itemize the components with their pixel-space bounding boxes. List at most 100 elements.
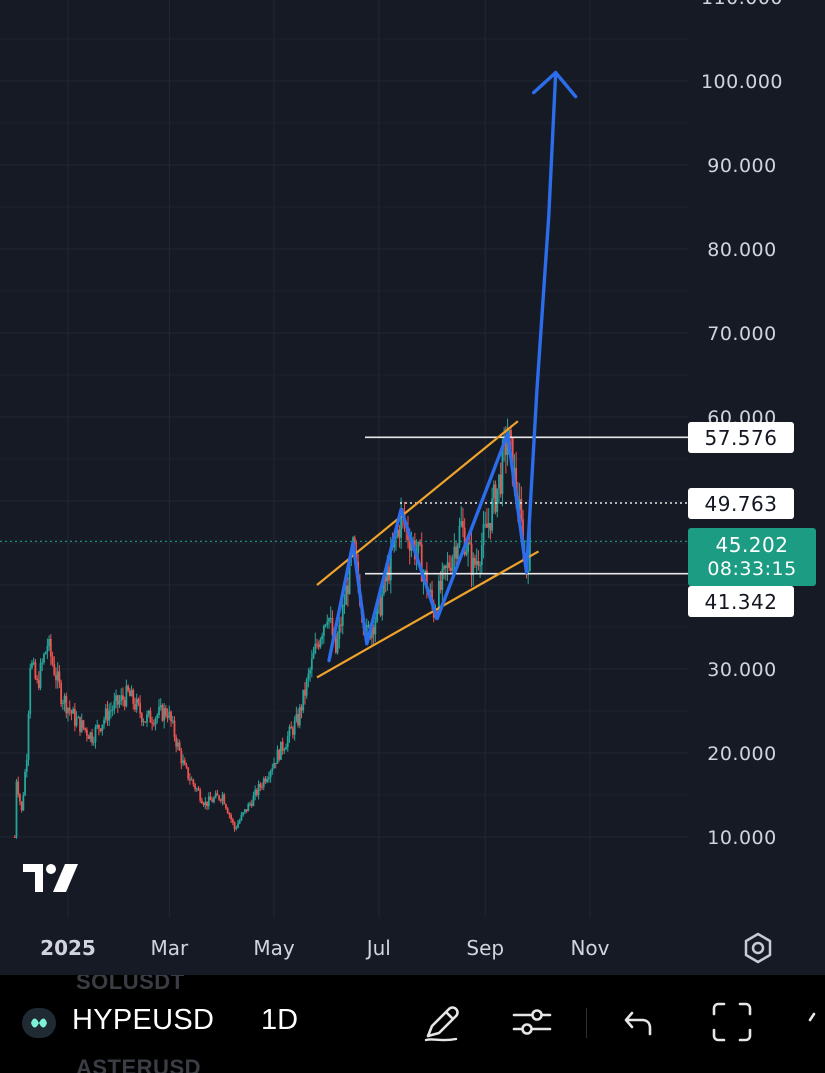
candle-body	[130, 690, 133, 697]
candle-body	[285, 747, 287, 750]
candle-body	[67, 707, 69, 714]
price-chart[interactable]: 10.00020.00030.00040.00050.00060.00070.0…	[0, 0, 825, 975]
candle-body	[173, 720, 176, 738]
candle-body	[134, 703, 136, 710]
candle-body	[87, 735, 90, 739]
fullscreen-icon[interactable]	[710, 1000, 754, 1044]
candle-body	[324, 624, 327, 626]
candle-body	[41, 662, 44, 664]
indicator-settings-icon[interactable]	[510, 1000, 554, 1044]
candle-body	[456, 545, 459, 559]
candle-body	[305, 679, 308, 696]
hyperliquid-icon	[31, 1018, 47, 1028]
candle-body	[463, 527, 466, 555]
candle-body	[389, 546, 392, 581]
candle-body	[53, 663, 56, 675]
candle-body	[48, 639, 51, 646]
candle-body	[298, 706, 301, 726]
candle-body	[492, 484, 495, 499]
candle-body	[451, 557, 454, 571]
draw-pen-icon[interactable]	[420, 1000, 464, 1044]
candle-body	[110, 710, 112, 712]
candle-body	[470, 543, 473, 576]
candle-body	[180, 750, 183, 764]
candle-body	[480, 544, 483, 566]
candle-body	[207, 796, 210, 807]
candle-body	[142, 721, 145, 723]
candle-body	[425, 570, 428, 592]
candle-body	[249, 803, 251, 805]
candle-body	[31, 662, 33, 668]
candle-body	[329, 617, 332, 619]
candle-body	[185, 764, 188, 768]
candle-body	[214, 793, 217, 798]
candle-body	[348, 556, 351, 594]
candle-body	[125, 685, 128, 707]
candle-body	[245, 809, 248, 812]
candle-body	[106, 708, 109, 721]
candle-body	[192, 779, 195, 785]
timeframe-selector[interactable]: 1D	[261, 1004, 299, 1036]
chart-settings-icon[interactable]	[740, 930, 776, 966]
candle-body	[341, 604, 344, 626]
candle-body	[297, 714, 299, 726]
candle-body	[252, 795, 255, 806]
projection-arrowhead	[531, 70, 578, 99]
candle-body	[70, 710, 73, 714]
candle-body	[264, 778, 267, 782]
candle-body	[499, 474, 502, 494]
candle-body	[508, 430, 511, 437]
candle-body	[520, 499, 523, 520]
candle-body	[178, 742, 181, 751]
y-tick-label: 10.000	[707, 827, 776, 849]
undo-icon[interactable]	[618, 1000, 662, 1044]
candle-body	[51, 656, 54, 664]
candle-body	[295, 714, 298, 721]
candle-body	[486, 523, 488, 528]
candle-body	[501, 445, 504, 494]
chart-area[interactable]: 10.00020.00030.00040.00050.00060.00070.0…	[0, 0, 825, 975]
y-tick-label: 70.000	[707, 323, 776, 345]
candle-body	[22, 795, 25, 811]
candle-body	[379, 596, 382, 616]
candle-body	[113, 700, 116, 710]
candle-body	[310, 658, 313, 670]
candle-body	[65, 695, 68, 714]
candle-body	[104, 708, 107, 720]
candle-body	[89, 732, 92, 739]
candle-body	[475, 561, 478, 565]
candle-body	[489, 522, 492, 531]
candle-body	[365, 625, 368, 636]
candle-body	[13, 837, 16, 838]
candle-body	[127, 685, 129, 691]
candle-body	[151, 722, 154, 724]
candle-body	[316, 643, 318, 645]
candle-body	[273, 762, 275, 769]
candle-body	[309, 669, 312, 674]
candle-body	[458, 525, 461, 546]
symbol-logo-icon[interactable]	[22, 1008, 56, 1038]
x-tick-label: Mar	[150, 936, 189, 960]
candle-body	[515, 467, 518, 496]
y-tick-label: 110.000	[701, 0, 783, 9]
candle-body	[436, 611, 439, 614]
candle-body	[159, 705, 162, 708]
candle-body	[168, 711, 171, 718]
candle-body	[398, 529, 401, 538]
candle-body	[250, 803, 253, 806]
x-tick-label: Sep	[466, 936, 504, 960]
candle-body	[242, 812, 245, 815]
candle-body	[63, 695, 66, 704]
candle-body	[156, 715, 159, 719]
more-icon-partial[interactable]	[800, 1000, 825, 1044]
zigzag-projection	[327, 70, 558, 663]
candle-body	[115, 695, 117, 701]
candle-body	[211, 800, 214, 803]
candle-body	[235, 827, 238, 829]
candle-body	[140, 713, 143, 723]
candle-body	[453, 546, 456, 558]
candle-body	[108, 711, 111, 721]
candle-body	[372, 627, 375, 635]
candle-body	[307, 673, 310, 680]
symbol-selector[interactable]: HYPEUSD	[72, 1004, 215, 1036]
